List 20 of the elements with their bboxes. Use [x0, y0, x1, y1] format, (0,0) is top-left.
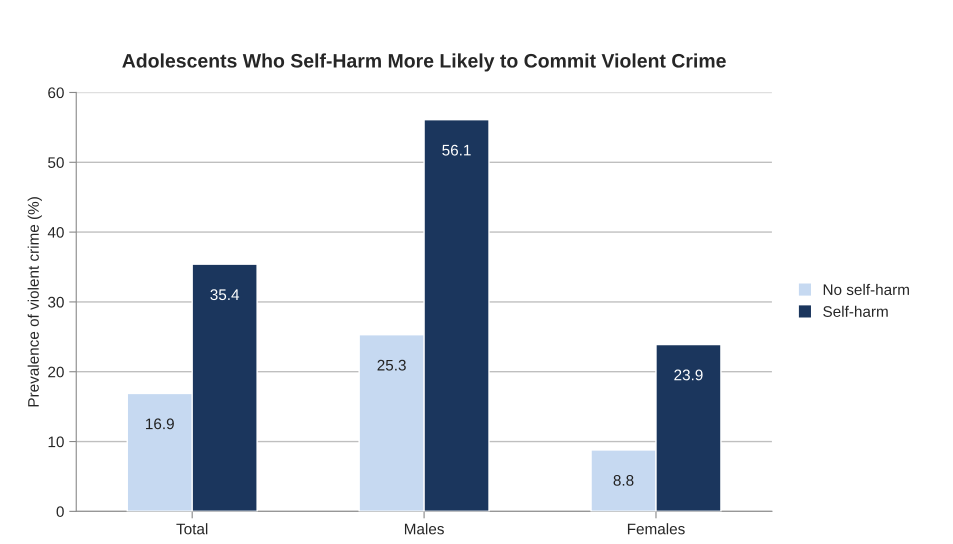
data-label: 8.8: [614, 474, 634, 486]
data-label: 25.3: [378, 360, 406, 371]
legend-label: Self-harm: [823, 306, 888, 317]
y-tick-label: 30: [48, 296, 64, 308]
y-tick-label: 60: [48, 87, 64, 98]
x-tick-label: Total: [176, 523, 208, 534]
y-axis-title: Prevalence of violent crime (%): [28, 197, 42, 406]
x-tick-label: Females: [628, 523, 685, 534]
y-tick-label: 10: [48, 436, 64, 448]
y-tick-label: 40: [48, 226, 64, 238]
chart-title: Adolescents Who Self-Harm More Likely to Commit Violent Crime: [122, 53, 726, 72]
data-label: 16.9: [146, 418, 174, 430]
x-tick-label: Males: [404, 523, 444, 534]
data-label: 23.9: [674, 370, 703, 380]
y-tick-label: 50: [48, 157, 64, 168]
y-tick-label: 0: [56, 506, 64, 518]
data-label: 35.4: [210, 289, 240, 300]
legend-label: No self-harm: [824, 284, 909, 296]
data-label: 56.1: [442, 144, 471, 156]
y-tick-label: 20: [48, 366, 64, 378]
